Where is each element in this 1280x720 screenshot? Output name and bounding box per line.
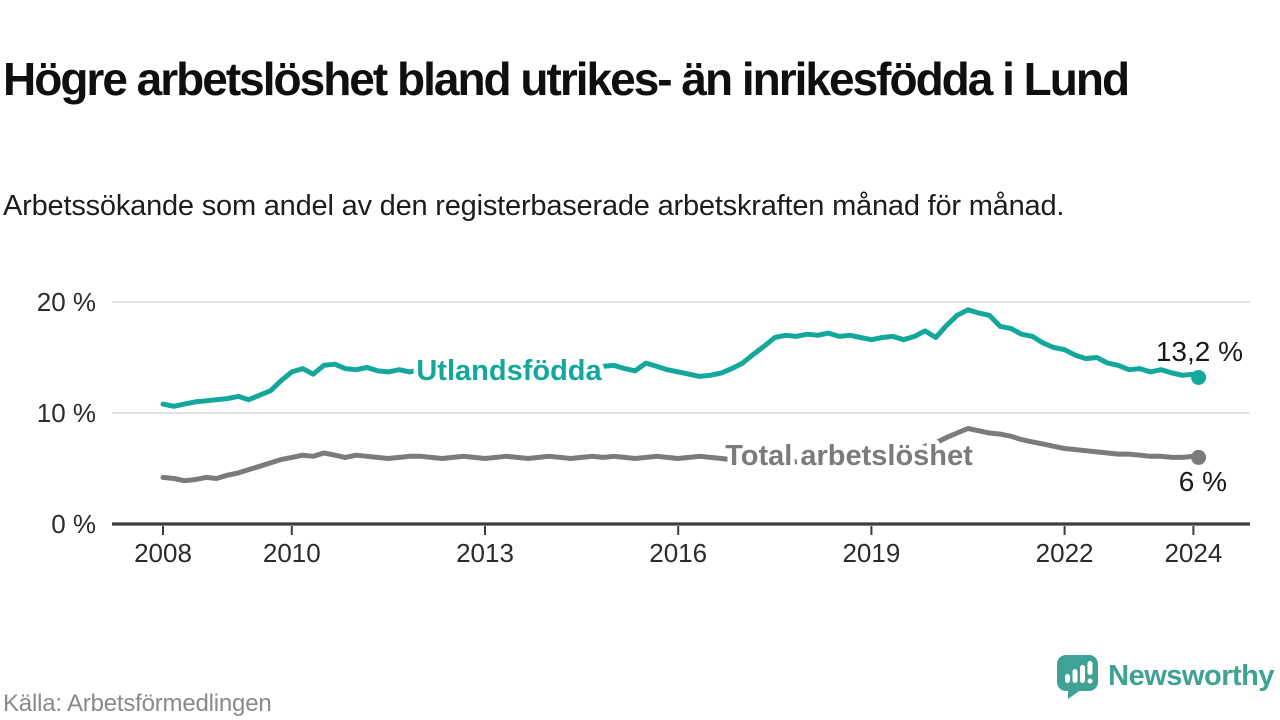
x-tick-label: 2010 xyxy=(263,538,321,568)
utlandsfodda-end-dot xyxy=(1191,369,1207,385)
y-tick-label: 10 % xyxy=(37,398,96,428)
x-tick-label: 2022 xyxy=(1036,538,1094,568)
total-arbetsloshet-end-value-label: 6 % xyxy=(1179,466,1227,497)
newsworthy-wordmark: Newsworthy xyxy=(1108,659,1274,692)
newsworthy-bubble-chart-icon xyxy=(1057,655,1099,699)
x-tick-label: 2024 xyxy=(1164,538,1222,568)
x-tick-label: 2013 xyxy=(456,538,514,568)
page-title: Högre arbetslöshet bland utrikes- än inr… xyxy=(3,52,1130,105)
x-tick-label: 2008 xyxy=(134,538,192,568)
newsworthy-logo: Newsworthy xyxy=(1055,652,1274,700)
series-annotations: 13,2 % Utlandsfödda 6 % Total arbetslöshet xyxy=(412,336,1243,497)
line-chart: 0 % 10 % 20 % 2008 2010 2013 2016 2019 2022 2024… xyxy=(37,287,1250,568)
utlandsfodda-series-label: Utlandsfödda xyxy=(416,355,602,387)
total-arbetsloshet-series-label: Total arbetslöshet xyxy=(725,440,973,472)
y-tick-label: 0 % xyxy=(51,509,96,539)
total-arbetsloshet-line xyxy=(160,426,1202,484)
utlandsfodda-end-value-label: 13,2 % xyxy=(1156,336,1243,367)
utlandsfodda-line xyxy=(160,307,1202,409)
x-tick-label: 2016 xyxy=(649,538,707,568)
gridlines: 0 % 10 % 20 % xyxy=(37,287,1250,539)
total-arbetsloshet-end-dot xyxy=(1191,449,1207,465)
source-note: Källa: Arbetsförmedlingen xyxy=(3,690,272,717)
series-lines xyxy=(160,307,1202,484)
x-tick-label: 2019 xyxy=(842,538,900,568)
y-tick-label: 20 % xyxy=(37,287,96,317)
chart-subtitle: Arbetssökande som andel av den registerb… xyxy=(3,190,1065,222)
x-axis: 2008 2010 2013 2016 2019 2022 2024 xyxy=(112,522,1250,568)
